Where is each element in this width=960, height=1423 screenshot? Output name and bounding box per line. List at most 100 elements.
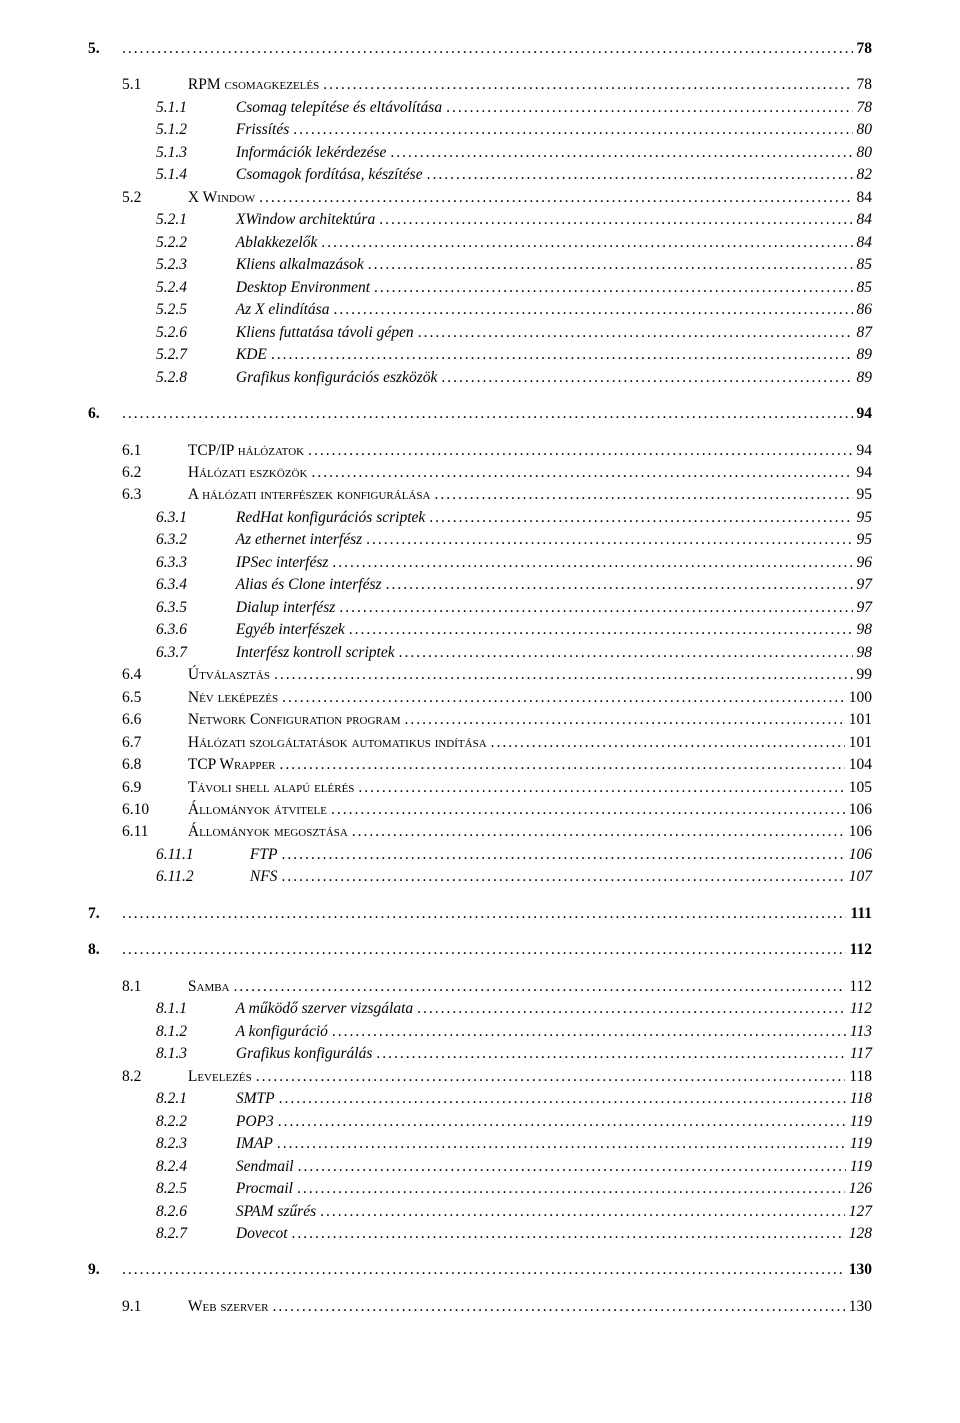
toc-number: 5.2.4 [156,277,232,299]
toc-title: Egyéb interfészek [236,621,345,638]
toc-number: 8.1.2 [156,1021,232,1043]
toc-leader-dots [272,1296,844,1318]
toc-page-number: 85 [857,254,873,276]
toc-number: 6.6 [122,709,184,731]
toc-entry: 6.3.3 IPSec interfész96 [88,552,872,574]
toc-label: 5.2.1 XWindow architektúra [156,209,375,231]
toc-label: 6.11 Állományok megosztása [122,821,348,843]
toc-leader-dots [429,507,852,529]
toc-number: 5.1.2 [156,119,232,141]
toc-page-number: 112 [850,998,872,1020]
toc-leader-dots [298,1156,846,1178]
toc-title: Hálózati szolgáltatások automatikus indí… [188,734,487,751]
toc-gap [88,1245,872,1259]
toc-leader-dots [256,1066,846,1088]
toc-label: 9. [88,1259,118,1281]
toc-leader-dots [368,254,853,276]
toc-leader-dots [274,664,853,686]
toc-entry: 6.7 Hálózati szolgáltatások automatikus … [88,732,872,754]
toc-title: NFS [250,868,278,885]
toc-number: 6.3.2 [156,529,232,551]
toc-page-number: 111 [850,903,872,925]
toc-title: Samba [188,978,230,995]
toc-label: 6.3.4 Alias és Clone interfész [156,574,382,596]
toc-title: Hálózati eszközök [188,464,308,481]
toc-entry: 5.1.2 Frissítés 80 [88,119,872,141]
toc-title: TCP/IP hálózatok [188,442,304,459]
toc-entry: 5.2.2 Ablakkezelők84 [88,232,872,254]
toc-number: 5.2.2 [156,232,232,254]
toc-title: TCP Wrapper [188,756,276,773]
toc-page-number: 80 [857,119,873,141]
toc-number: 5.1.3 [156,142,232,164]
toc-entry: 8.2 Levelezés 118 [88,1066,872,1088]
toc-number: 6.3.6 [156,619,232,641]
toc-leader-dots [386,574,853,596]
toc-title: Kliens alkalmazások [236,256,364,273]
toc-number: 6.3 [122,484,184,506]
toc-page-number: 99 [857,664,873,686]
toc-number: 6.10 [122,799,184,821]
toc-leader-dots [376,1043,846,1065]
toc-entry: 8.1.3 Grafikus konfigurálás117 [88,1043,872,1065]
toc-entry: 5.2.8 Grafikus konfigurációs eszközök89 [88,367,872,389]
toc-entry: 9. 130 [88,1259,872,1281]
toc-leader-dots [339,597,852,619]
toc-label: 5.1.4 Csomagok fordítása, készítése [156,164,423,186]
toc-number: 6.3.4 [156,574,232,596]
toc-label: 6.11.2 NFS [156,866,277,888]
toc-entry: 5.2.7 KDE89 [88,344,872,366]
toc-page-number: 84 [857,209,873,231]
toc-title: Levelezés [188,1068,252,1085]
toc-label: 8.1 Samba [122,976,230,998]
toc-page-number: 94 [857,462,873,484]
toc-label: 5.1 RPM csomagkezelés [122,74,319,96]
toc-page-number: 118 [849,1066,872,1088]
toc-entry: 6.94 [88,403,872,425]
toc-number: 6.1 [122,440,184,462]
toc-entry: 6.11.1 FTP106 [88,844,872,866]
toc-page-number: 78 [857,38,873,60]
toc-leader-dots [281,844,844,866]
toc-leader-dots [379,209,852,231]
toc-title: Útválasztás [188,666,270,683]
toc-label: 6.4 Útválasztás [122,664,270,686]
toc-title: Alias és Clone interfész [236,576,382,593]
toc-leader-dots [358,777,844,799]
toc-page-number: 106 [849,844,872,866]
toc-page-number: 130 [849,1259,872,1281]
toc-title: Frissítés [236,121,289,138]
toc-number: 6.3.5 [156,597,232,619]
toc-number: 8.2 [122,1066,184,1088]
toc-number: 8.2.6 [156,1201,232,1223]
toc-number: 8.2.2 [156,1111,232,1133]
toc-title: SMTP [236,1090,275,1107]
toc-title: Információk lekérdezése [236,144,387,161]
toc-label: 8.1.2 A konfiguráció [156,1021,328,1043]
toc-label: 6.3 A hálózati interfészek konfigurálása [122,484,430,506]
toc-entry: 5.2.6 Kliens futtatása távoli gépen87 [88,322,872,344]
toc-leader-dots [352,821,845,843]
toc-title: RPM csomagkezelés [188,76,319,93]
toc-leader-dots [292,1223,845,1245]
toc-leader-dots [122,403,853,425]
toc-label: 8. [88,939,118,961]
toc-label: 8.2.4 Sendmail [156,1156,294,1178]
toc-leader-dots [349,619,853,641]
toc-number: 5. [88,38,118,60]
toc-label: 6.7 Hálózati szolgáltatások automatikus … [122,732,487,754]
toc-entry: 8.2.4 Sendmail119 [88,1156,872,1178]
toc-leader-dots [491,732,845,754]
toc-label: 6. [88,403,118,425]
toc-label: 5.2.4 Desktop Environment [156,277,370,299]
toc-label: 6.3.2 Az ethernet interfész [156,529,362,551]
toc-label: 5.2 X Window [122,187,255,209]
toc-entry: 9.1 Web szerver130 [88,1296,872,1318]
toc-title: Név leképezés [188,689,278,706]
toc-title: Sendmail [236,1158,294,1175]
toc-leader-dots [122,939,846,961]
toc-title: Ablakkezelők [236,234,318,251]
toc-leader-dots [333,299,852,321]
toc-number: 5.2.6 [156,322,232,344]
toc-label: 6.3.5 Dialup interfész [156,597,335,619]
